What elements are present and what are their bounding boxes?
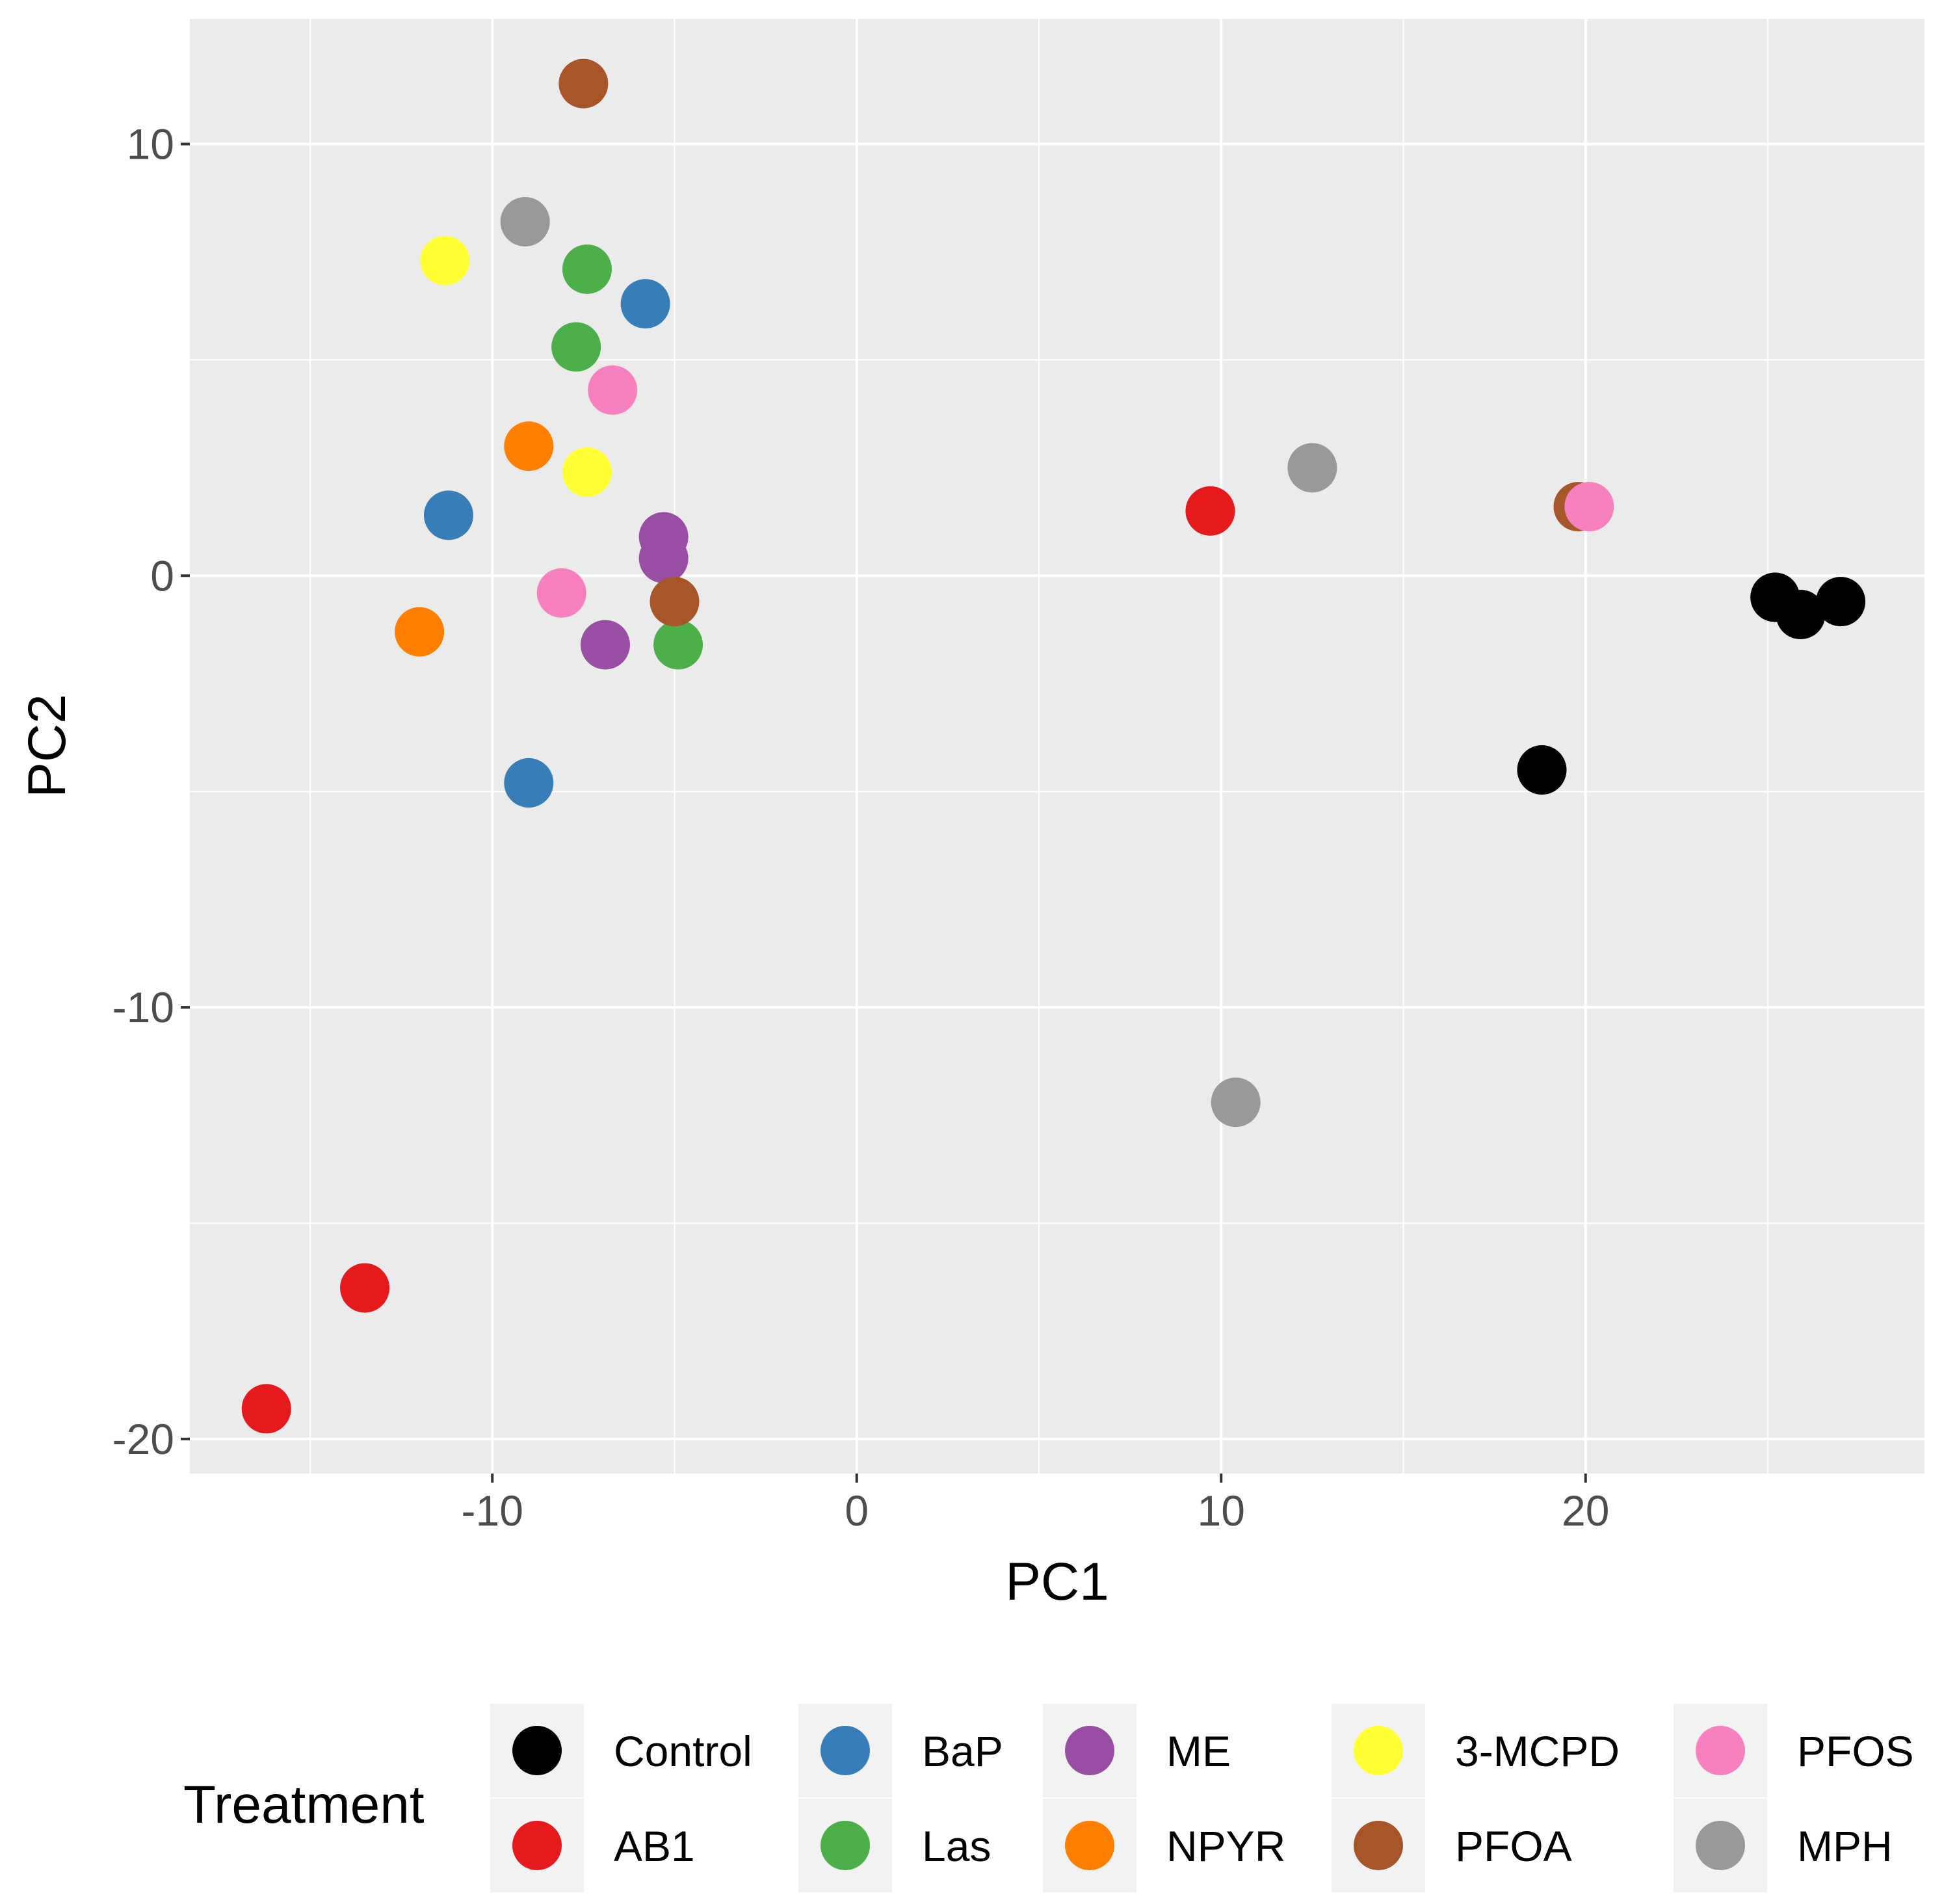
point-bap: [504, 758, 554, 808]
legend-key-ab1: [512, 1821, 562, 1870]
plot-panel: [190, 19, 1924, 1474]
data-points: [241, 59, 1866, 1434]
point-me: [638, 533, 689, 583]
point-npyr: [395, 607, 445, 657]
point-bap: [423, 490, 473, 540]
point-pfos: [536, 568, 586, 618]
legend-key-control: [512, 1726, 562, 1775]
point-mph: [1211, 1078, 1261, 1128]
point-pfos: [588, 365, 638, 415]
legend-label: Control: [614, 1727, 752, 1775]
y-tick-label: 0: [150, 551, 174, 600]
point-pfos: [1564, 482, 1614, 532]
point-pfoa: [558, 59, 609, 109]
legend-label: NPYR: [1166, 1822, 1285, 1870]
point-pfoa: [650, 577, 700, 627]
point-npyr: [504, 421, 554, 471]
axis-ticks: -10 0 10 20 10 0 -10 -20: [112, 120, 1610, 1535]
point-las: [653, 620, 703, 670]
legend-key-pfos: [1696, 1726, 1745, 1775]
legend-key-pfoa: [1354, 1821, 1403, 1870]
point-3-mcpd: [562, 447, 612, 497]
x-tick-label: 0: [845, 1487, 869, 1535]
legend-label: MPH: [1797, 1822, 1893, 1870]
legend-label: 3-MCPD: [1455, 1727, 1620, 1775]
x-tick-label: -10: [462, 1487, 523, 1535]
legend-label: BaP: [922, 1727, 1003, 1775]
point-mph: [500, 196, 550, 246]
y-tick-label: -10: [112, 983, 174, 1031]
legend-key-me: [1065, 1726, 1114, 1775]
grid-minor: [190, 19, 1924, 1474]
legend-label: Las: [922, 1822, 991, 1870]
legend-key-bap: [821, 1726, 870, 1775]
point-ab1: [241, 1384, 291, 1434]
legend-label: PFOA: [1455, 1822, 1572, 1870]
legend-key-npyr: [1065, 1821, 1114, 1870]
x-axis-title: PC1: [1005, 1552, 1109, 1611]
point-control: [1517, 745, 1567, 795]
point-3-mcpd: [420, 235, 470, 285]
legend-title: Treatment: [183, 1775, 425, 1834]
legend-key-las: [821, 1821, 870, 1870]
legend-key-3-mcpd: [1354, 1726, 1403, 1775]
point-control: [1776, 590, 1826, 640]
point-me: [580, 620, 630, 670]
point-las: [562, 245, 612, 295]
point-ab1: [1185, 486, 1235, 536]
y-tick-label: -20: [112, 1415, 174, 1463]
legend-label: PFOS: [1797, 1727, 1914, 1775]
point-bap: [620, 279, 670, 329]
point-control: [1816, 577, 1866, 627]
legend-label: AB1: [614, 1822, 695, 1870]
grid-major: [190, 19, 1924, 1474]
point-ab1: [340, 1263, 390, 1313]
legend-label: ME: [1166, 1727, 1231, 1775]
x-tick-label: 10: [1198, 1487, 1245, 1535]
y-axis-title: PC2: [18, 694, 77, 798]
x-tick-label: 20: [1562, 1487, 1609, 1535]
point-las: [551, 322, 601, 372]
point-mph: [1287, 443, 1337, 493]
y-tick-label: 10: [127, 120, 174, 168]
legend: Control AB1 BaP Las ME NPYR 3-MCPD PFOA PFOS MPH: [490, 1704, 1914, 1892]
legend-key-mph: [1696, 1821, 1745, 1870]
